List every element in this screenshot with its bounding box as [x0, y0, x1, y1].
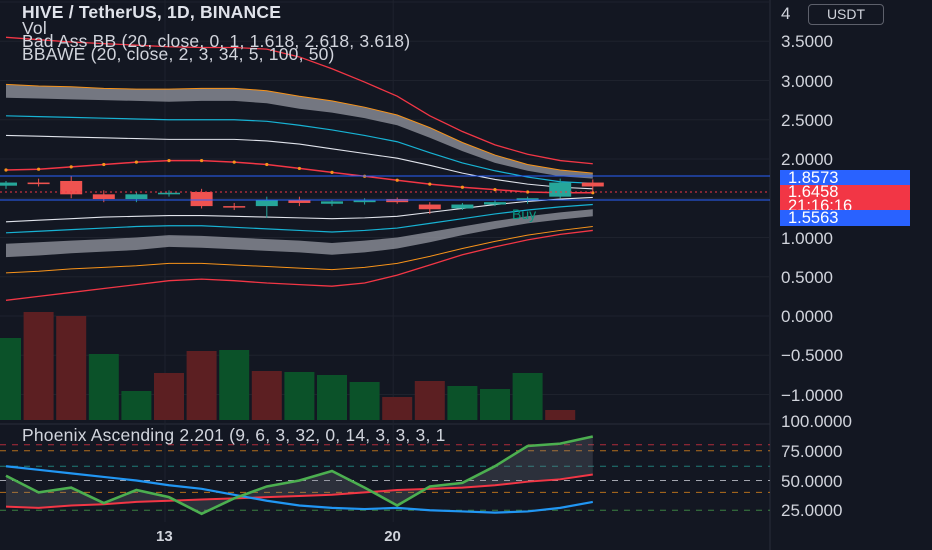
basis-dot — [493, 188, 497, 192]
candlesticks — [0, 176, 604, 218]
volume-bar — [317, 375, 347, 420]
volume-bar — [284, 372, 315, 420]
basis-dot — [4, 168, 8, 172]
volume-bar — [447, 386, 478, 420]
outer-lower-band — [5, 229, 593, 301]
time-tick-label: 13 — [156, 528, 173, 545]
indicator-legend-phoenix[interactable]: Phoenix Ascending 2.201 (9, 6, 3, 32, 0,… — [22, 425, 446, 445]
volume-bars — [0, 312, 576, 420]
price-tick-label: 1.0000 — [781, 228, 833, 248]
lower-band-fill — [6, 209, 593, 258]
time-tick-label: 20 — [384, 528, 401, 545]
price-tick-label: −0.5000 — [781, 346, 843, 366]
upper-band-price-tag: 1.8573 — [780, 170, 910, 186]
basis-dot — [265, 162, 269, 167]
basis-dot — [395, 178, 399, 182]
upper-fill-edge — [5, 83, 593, 174]
candle-body — [353, 200, 376, 203]
price-tick-label: 3.5000 — [781, 32, 833, 52]
candle-body — [158, 192, 180, 195]
candle-body — [27, 182, 50, 185]
basis-dot — [330, 170, 334, 174]
candle-body — [484, 202, 506, 205]
basis-dot — [232, 160, 236, 164]
candle-body — [321, 201, 343, 204]
price-tick-label: −1.0000 — [781, 385, 843, 405]
volume-bar — [251, 371, 282, 420]
last-price-value: 1.6458 — [788, 183, 839, 201]
basis-dot — [134, 160, 138, 164]
price-tick-label: 0.0000 — [781, 307, 833, 326]
volume-bar — [0, 338, 21, 420]
volume-bar — [219, 350, 250, 420]
volume-bar — [349, 382, 380, 420]
volume-legend[interactable]: Vol — [22, 18, 47, 38]
volume-bar — [382, 397, 413, 420]
candle-body — [60, 180, 83, 195]
orange-lower-band — [5, 226, 593, 274]
indicator-legend-bbawe[interactable]: BBAWE (20, close, 2, 3, 34, 5, 100, 50) — [22, 44, 335, 64]
upper-band-fill — [6, 84, 593, 179]
indicator-legend-bad-ass-bb[interactable]: Bad Ass BB (20, close, 0, 1, 1.618, 2.61… — [22, 31, 411, 51]
cyan-lower-band — [5, 203, 593, 234]
outer-upper-band — [5, 36, 593, 165]
volume-bar — [480, 389, 510, 420]
bollinger-bands — [4, 36, 595, 301]
oscillator-tick-label: 100.0000 — [781, 412, 852, 431]
basis-dot — [37, 167, 41, 171]
candle-body — [190, 191, 213, 207]
candle-body — [418, 204, 441, 210]
candle-body — [516, 198, 539, 201]
cyan-upper-band — [5, 115, 593, 184]
price-tick-label: 4 — [781, 4, 791, 23]
price-tick-label: 2.5000 — [781, 110, 833, 130]
basis-dot — [297, 166, 301, 171]
candle-body — [0, 182, 17, 186]
basis-dot — [167, 158, 171, 163]
white-upper-band — [5, 134, 593, 190]
oscillator-green-line — [5, 435, 594, 516]
volume-bar — [414, 381, 445, 420]
buy-signal-label: Buy — [512, 206, 537, 222]
volume-bar — [545, 410, 576, 420]
basis-dot — [428, 182, 432, 186]
volume-bar — [186, 351, 217, 420]
volume-bar — [512, 373, 543, 420]
volume-bar — [88, 354, 119, 420]
candle-body — [223, 206, 246, 208]
candle-body — [255, 199, 278, 207]
price-tick-label: 0.5000 — [781, 267, 833, 287]
candle-body — [386, 199, 409, 203]
volume-bar — [56, 316, 87, 420]
chart-title[interactable]: HIVE / TetherUS, 1D, BINANCE — [22, 2, 282, 22]
price-lines — [0, 175, 770, 201]
candle-body — [125, 194, 148, 200]
candle-body — [549, 182, 572, 197]
basis-dot — [526, 190, 530, 194]
last-price-tag: 1.6458 21:16:16 — [780, 183, 910, 214]
basis-dot — [102, 162, 106, 167]
candle-body — [92, 194, 115, 200]
basis-dot — [69, 165, 73, 169]
oscillator-pane — [0, 435, 770, 516]
basis-dot — [200, 158, 204, 163]
volume-bar — [23, 312, 54, 420]
price-tick-label: 3.0000 — [781, 71, 833, 91]
lower-band-price-tag: 1.5563 — [780, 210, 910, 226]
oscillator-tick-label: 75.0000 — [781, 441, 843, 461]
candle-body — [581, 182, 604, 187]
oscillator-blue-line — [5, 465, 593, 514]
oscillator-tick-label: 25.0000 — [781, 501, 843, 521]
currency-button[interactable]: USDT — [808, 4, 884, 25]
candle-body — [288, 199, 311, 203]
price-tick-label: 2.0000 — [781, 150, 833, 169]
candle-body — [451, 204, 474, 209]
volume-bar — [121, 391, 152, 420]
volume-bar — [154, 373, 184, 420]
basis-dot — [460, 185, 464, 189]
oscillator-tick-label: 50.0000 — [781, 471, 843, 491]
